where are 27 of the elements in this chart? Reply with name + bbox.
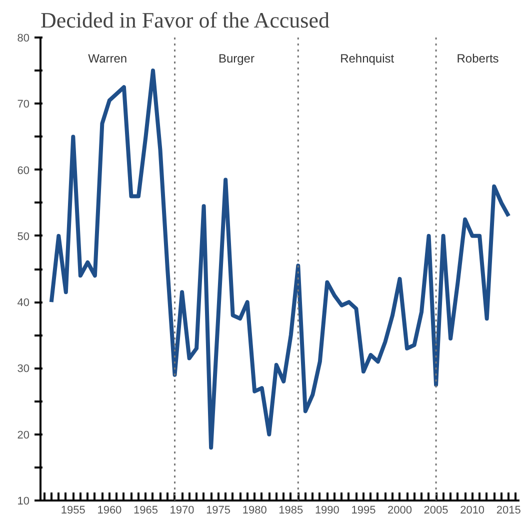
x-tick-label: 2010 [460,504,485,516]
annotation: Rehnquist [340,52,395,66]
y-tick-label: 80 [17,32,30,44]
x-tick-label: 1955 [60,504,86,516]
annotation: Warren [88,52,128,66]
y-tick-label: 20 [17,429,30,442]
x-tick-label: 1990 [314,504,340,516]
y-tick-label: 60 [17,164,30,177]
y-tick-label: 70 [17,98,30,111]
x-tick-label: 2000 [388,504,412,516]
y-tick-label: 50 [17,230,30,243]
annotation: Roberts [456,52,499,66]
y-tick-label: 40 [17,297,30,310]
x-tick-label: 1960 [97,504,122,516]
y-tick-label: 10 [17,496,30,508]
chart-title: Decided in Favor of the Accused [40,8,330,32]
y-tick-label: 30 [17,363,30,376]
annotation: Burger [218,52,254,66]
line-series [49,68,511,450]
x-tick-label: 2005 [424,504,448,516]
x-tick-label: 1975 [206,504,231,516]
x-tick-label: 1965 [134,504,158,516]
x-tick-label: 1985 [278,504,304,516]
x-tick-label: 2015 [496,504,521,516]
x-tick-label: 1995 [351,504,376,516]
x-tick-label: 1980 [242,504,267,516]
x-tick-label: 1970 [170,504,194,516]
